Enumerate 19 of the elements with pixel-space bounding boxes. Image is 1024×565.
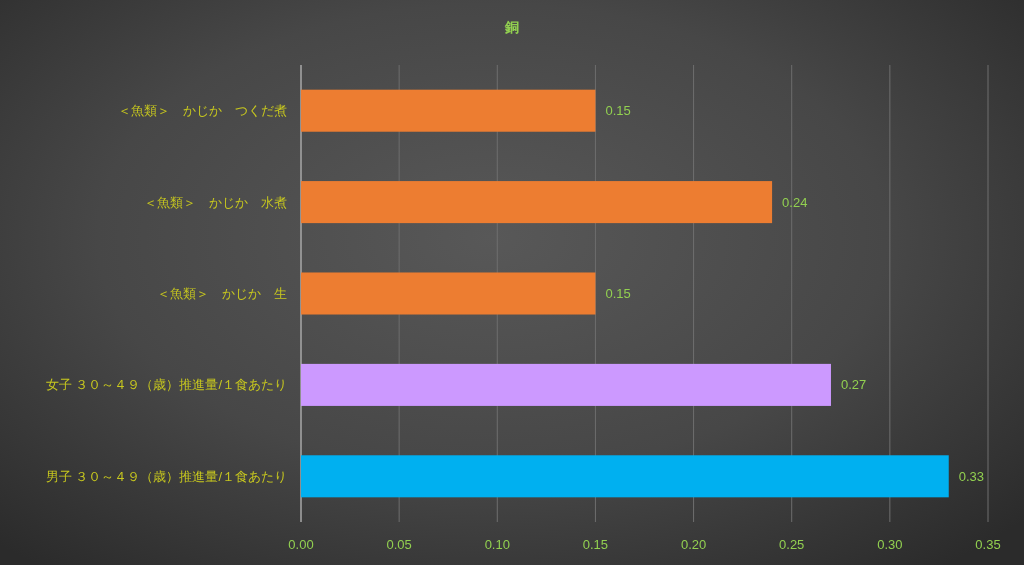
title: 銅: [505, 19, 519, 35]
y-tick-label: ＜魚類＞ かじか つくだ煮: [118, 103, 287, 119]
y-tick-label: ＜魚類＞ かじか 生: [157, 286, 287, 301]
x-tick-label: 0.05: [386, 537, 412, 552]
x-tick-label: 0.15: [582, 537, 609, 552]
data-label: 0.24: [782, 194, 808, 210]
x-tick-label: 0.00: [288, 537, 314, 552]
x-tick-label: 0.20: [680, 537, 707, 552]
y-tick-label: ＜魚類＞ かじか 水煮: [144, 194, 287, 210]
data-label: 0.15: [605, 103, 631, 119]
data-label: 0.15: [605, 286, 631, 301]
data-label: 0.33: [958, 468, 985, 484]
x-tick-label: 0.30: [877, 537, 903, 552]
data-label: 0.27: [840, 377, 867, 393]
y-tick-label: 男子 ３０～４９（歳）推進量/１食あたり: [45, 468, 287, 484]
y-tick-label: 女子 ３０～４９（歳）推進量/１食あたり: [45, 377, 287, 393]
x-tick-label: 0.35: [975, 537, 1001, 552]
x-tick-label: 0.10: [484, 537, 510, 552]
x-tick-label: 0.25: [779, 537, 805, 552]
